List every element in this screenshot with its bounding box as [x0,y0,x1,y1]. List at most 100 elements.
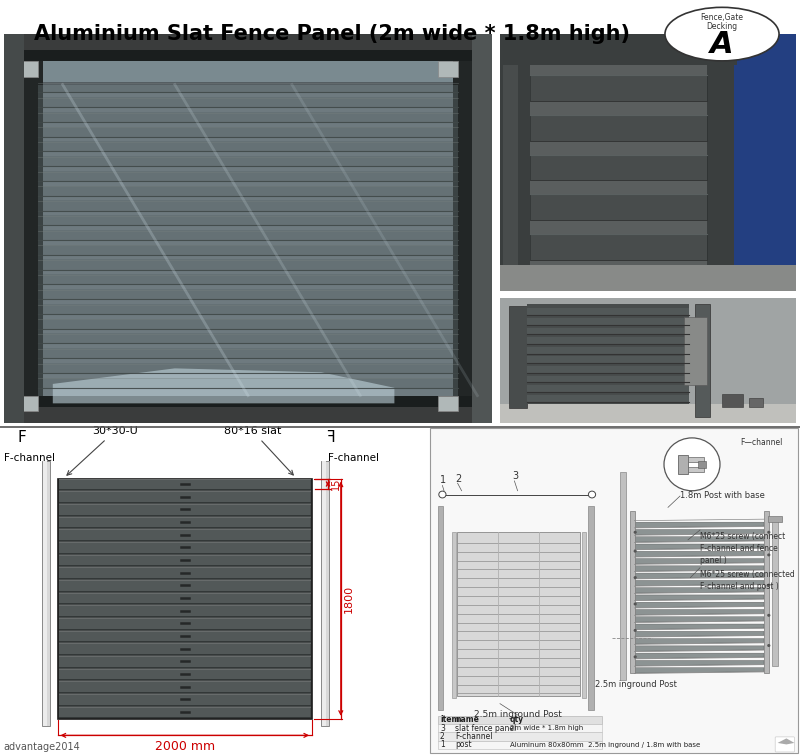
Bar [438,716,602,724]
Bar [438,506,443,710]
Polygon shape [634,559,764,564]
Ellipse shape [665,8,779,61]
Bar [23,396,473,407]
Text: 3: 3 [440,724,445,732]
Bar [59,504,310,515]
Polygon shape [634,537,764,542]
Polygon shape [634,551,764,556]
Text: F: F [18,430,26,445]
Bar [526,328,690,334]
Bar [438,724,602,732]
Bar [38,304,458,314]
Bar [38,319,458,328]
Bar [59,492,310,502]
Bar [749,398,763,407]
Bar [500,34,737,65]
FancyBboxPatch shape [775,737,794,752]
Bar [59,630,310,642]
Text: 2: 2 [455,473,462,484]
Bar [500,404,796,423]
Bar [38,186,458,196]
Bar [688,457,704,462]
Bar [582,532,586,698]
Circle shape [664,438,720,491]
Bar [38,260,458,270]
Circle shape [767,531,770,534]
Circle shape [767,614,770,617]
Text: 30*30-U: 30*30-U [67,426,138,475]
Polygon shape [634,573,764,578]
Bar [59,567,310,578]
Bar [452,532,456,698]
Bar [59,694,310,704]
Text: 2m wide * 1.8m high: 2m wide * 1.8m high [510,726,583,731]
Bar [530,234,707,260]
Bar [526,375,690,383]
Bar [38,97,458,107]
Bar [509,306,526,408]
Circle shape [634,602,637,606]
Bar [38,289,458,299]
Bar [526,356,690,363]
Bar [43,461,47,726]
Text: 1: 1 [440,475,446,485]
Polygon shape [634,661,764,666]
Bar [38,245,458,255]
Bar [38,334,458,344]
Text: Aluminum 80x80mm  2.5m inground / 1.8m with base: Aluminum 80x80mm 2.5m inground / 1.8m wi… [510,742,700,747]
Text: Fence,Gate: Fence,Gate [701,13,743,22]
Bar [731,34,796,291]
Polygon shape [634,581,764,586]
Bar [322,461,326,726]
Text: F-channel: F-channel [455,732,493,741]
Polygon shape [634,587,764,593]
Text: 2.5m inground Post: 2.5m inground Post [595,680,677,689]
Text: slat fence panel: slat fence panel [455,724,517,732]
Circle shape [634,531,637,534]
Bar [59,707,310,717]
Polygon shape [778,738,794,744]
Text: 1800: 1800 [344,584,354,613]
Bar [59,542,310,553]
Bar [38,363,458,373]
Bar [453,50,473,407]
Bar [38,141,458,152]
Bar [457,532,580,696]
Bar [620,472,626,680]
Bar [38,85,458,396]
Text: item: item [440,716,459,724]
Bar [38,85,458,396]
Bar [38,82,458,92]
Bar [59,593,310,603]
Bar [500,34,530,291]
Bar [59,479,310,489]
Text: ꟻ: ꟻ [326,430,335,445]
Bar [23,50,473,61]
Bar [38,156,458,166]
Text: 15: 15 [331,478,342,490]
Bar [321,461,329,726]
Bar [526,318,690,325]
Polygon shape [634,667,764,673]
Bar [768,516,782,522]
Circle shape [634,655,637,658]
Circle shape [767,553,770,556]
Bar [59,682,310,692]
Bar [707,34,734,291]
Bar [58,479,312,719]
Bar [59,643,310,654]
Bar [38,215,458,225]
Text: F-channel: F-channel [328,453,379,463]
Bar [59,580,310,590]
Polygon shape [634,631,764,636]
Bar [526,309,690,316]
Polygon shape [634,529,764,535]
Bar [38,127,458,137]
Bar [42,461,50,726]
Bar [438,732,602,741]
Text: M6*25 screw (connect
F-channel and fence
panel ): M6*25 screw (connect F-channel and fence… [700,532,786,565]
Bar [18,61,38,77]
Bar [630,511,635,673]
Text: Anthracite grey color: Anthracite grey color [506,438,638,451]
Polygon shape [53,368,394,403]
